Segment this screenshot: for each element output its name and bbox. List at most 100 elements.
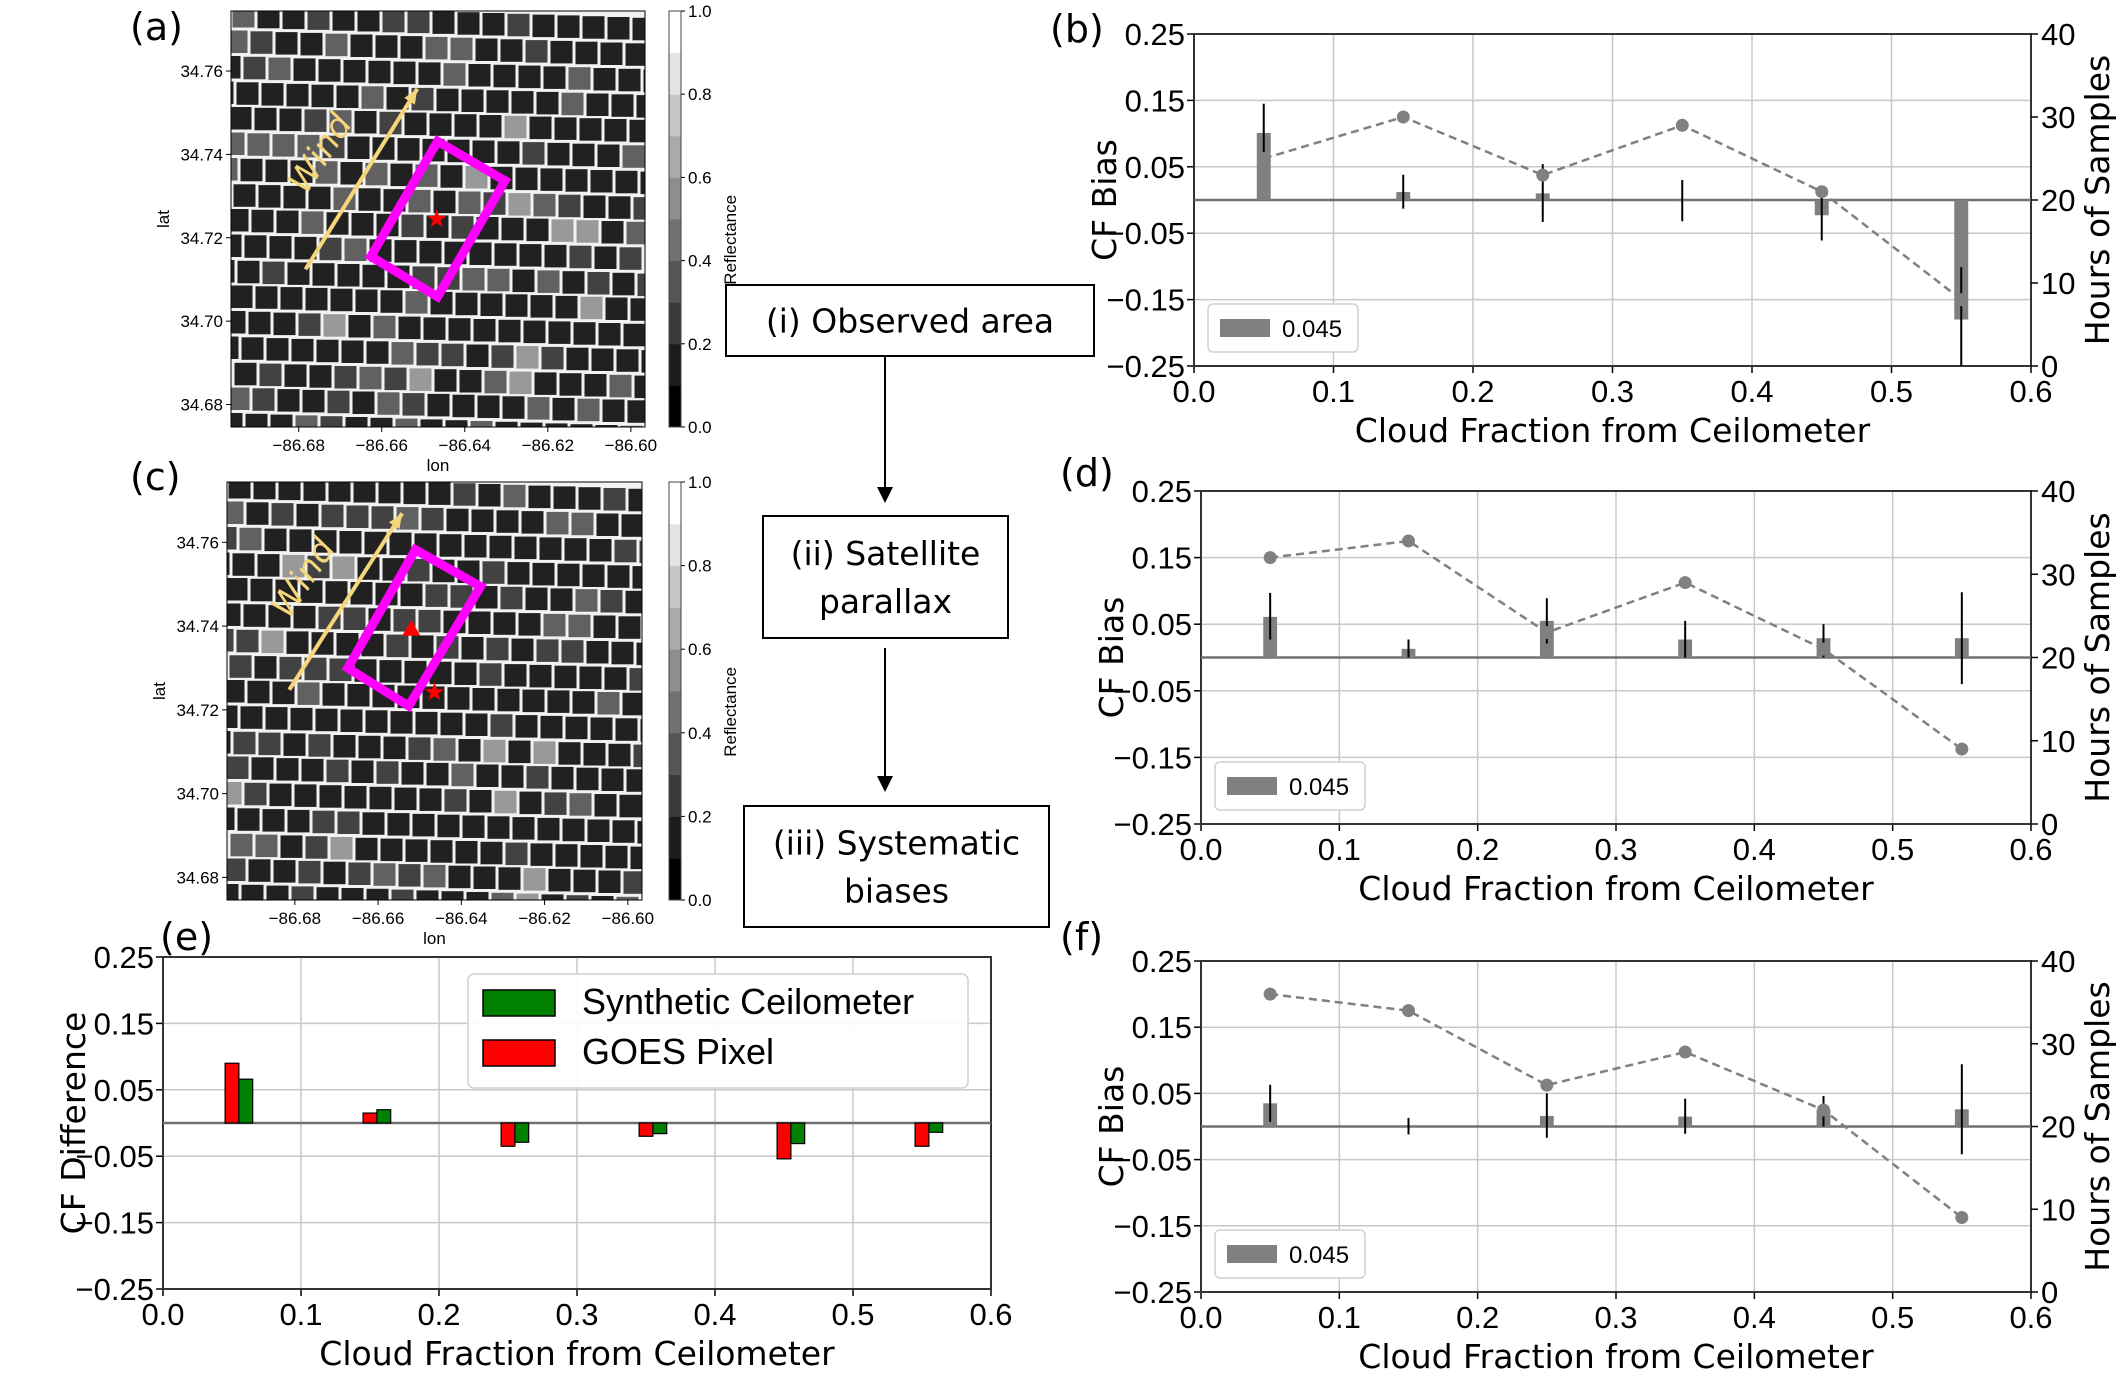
pixel-tile — [477, 395, 500, 418]
pixel-tile — [441, 891, 464, 900]
lon-axis-label: lon — [427, 456, 450, 475]
pixel-tile — [286, 631, 309, 654]
colorbar — [668, 10, 682, 428]
pixel-tile — [295, 415, 318, 427]
pixel-tile — [402, 393, 425, 416]
map-panel: Wind−86.68 −86.66 −86.64 −86.62 −86.6034.763… — [150, 473, 740, 948]
pixel-tile — [297, 134, 320, 158]
pixel-tile — [231, 234, 242, 257]
pixel-tile — [540, 715, 563, 739]
pixel-tile — [495, 421, 518, 427]
pixel-tile — [408, 189, 431, 213]
pixel-tile — [569, 793, 592, 816]
pixel-tile — [341, 888, 364, 900]
pixel-tile — [629, 668, 642, 691]
pixel-tile — [378, 482, 401, 504]
pixel-tile — [298, 860, 321, 884]
pixel-tile — [601, 221, 624, 244]
pixel-tile — [404, 112, 427, 136]
legend: 0.045 — [1214, 1229, 1366, 1279]
pixel-tile — [580, 296, 603, 320]
pixel-tile — [201, 577, 223, 600]
colorbar-label: Reflectance — [721, 195, 740, 285]
pixel-tile — [227, 578, 248, 601]
pixel-tile — [250, 31, 273, 54]
pixel-tile — [394, 787, 417, 811]
pixel-tile — [418, 609, 441, 633]
pixel-tile — [636, 642, 642, 666]
x-tick-label: 0.1 — [1312, 374, 1355, 409]
pixel-tile — [205, 106, 227, 129]
pixel-tile — [519, 244, 542, 267]
pixel-tile — [558, 194, 581, 218]
pixel-tile — [459, 370, 482, 393]
pixel-tile — [319, 237, 342, 261]
colorbar-step — [669, 94, 681, 137]
pixel-tile — [597, 144, 620, 167]
pixel-tile — [358, 735, 381, 759]
colorbar-tick-label: 0.8 — [688, 85, 712, 104]
pixel-tile — [572, 143, 595, 167]
colorbar-step — [669, 135, 681, 178]
pixel-tile — [305, 836, 328, 859]
pixel-tile — [183, 552, 205, 575]
observed-area-box — [364, 135, 512, 304]
pixel-tile — [622, 145, 645, 168]
pixel-tile — [247, 133, 270, 156]
pixel-tile — [379, 660, 402, 683]
pixel-tile — [432, 11, 455, 34]
pixel-tile — [230, 833, 253, 857]
pixel-tile — [275, 32, 298, 55]
lat-axis-label: lat — [154, 210, 173, 228]
pixel-tile — [550, 588, 573, 611]
lon-tick-label: −86.68 — [272, 436, 324, 455]
pixel-tile — [265, 707, 288, 730]
pixel-tile — [551, 766, 574, 790]
pixel-tile — [355, 289, 378, 312]
chart-f: 0.0 0.1 0.2 0.3 0.4 0.5 0.6 0.25 0.15 0.05 −0.05 −0… — [1092, 944, 2117, 1375]
pixel-tile — [283, 733, 306, 756]
pixel-tile — [308, 186, 331, 210]
pixel-tile — [273, 860, 296, 883]
reflectance-image — [205, 4, 645, 427]
pixel-tile — [208, 4, 230, 27]
legend-label: 0.045 — [1282, 316, 1342, 343]
pixel-tile — [308, 734, 331, 757]
pixel-tile — [454, 662, 477, 685]
pixel-tile — [533, 193, 556, 217]
pixel-tile — [525, 587, 548, 611]
pixel-tile — [448, 865, 471, 889]
pixel-tile — [348, 862, 371, 885]
pixel-tile — [359, 366, 382, 390]
pixel-tile — [266, 885, 289, 900]
pixel-tile — [184, 730, 206, 753]
pixel-tile — [293, 605, 316, 629]
pixel-tile — [640, 171, 645, 195]
pixel-tile — [496, 510, 519, 533]
colorbar-step — [669, 177, 681, 220]
pixel-tile — [209, 184, 231, 207]
panel-label: (e) — [160, 915, 213, 959]
pixel-tile — [315, 708, 338, 732]
flow-step-text: biases — [844, 872, 949, 911]
y-tick-label: −0.25 — [1114, 807, 1192, 842]
pixel-tile — [514, 536, 537, 560]
colorbar-step — [669, 858, 681, 901]
pixel-tile — [395, 418, 418, 427]
pixel-tile — [244, 235, 267, 258]
pixel-tile — [241, 337, 264, 360]
pixel-tile — [623, 871, 642, 894]
pixel-tile — [596, 513, 619, 536]
pixel-tile — [512, 269, 535, 293]
y-tick-label: 0.15 — [1132, 541, 1192, 576]
pixel-tile — [565, 169, 588, 192]
hours-point — [1817, 1103, 1830, 1117]
pixel-tile — [505, 294, 528, 317]
pixel-tile — [462, 268, 485, 291]
panel-label: (d) — [1060, 451, 1114, 495]
pixel-tile — [627, 400, 645, 423]
bias-bar — [1256, 132, 1271, 200]
x-tick-label: 0.6 — [2009, 1300, 2052, 1335]
bar-goes-pixel — [362, 1112, 378, 1124]
